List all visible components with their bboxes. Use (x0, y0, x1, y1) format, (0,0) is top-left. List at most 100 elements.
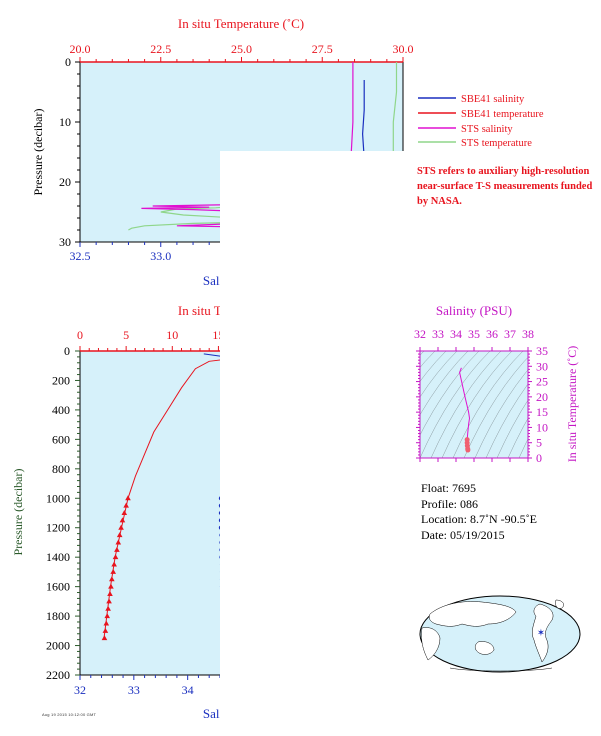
ts-diagram: Salinity (PSU) In situ Temperature (˚C) … (220, 151, 601, 736)
contour-mask-top (410, 151, 550, 351)
lower-pressure-tick-label: 600 (52, 432, 70, 446)
temperature-sample-marker (107, 591, 113, 596)
profile-number: Profile: 086 (421, 496, 478, 511)
float-info: Float: 7695 Profile: 086 Location: 8.7˚N… (421, 481, 537, 543)
upper-temp-tick-label: 25.0 (231, 42, 252, 56)
ts-top-tick-label: 33 (432, 327, 444, 341)
lower-pressure-tick-label: 2000 (46, 639, 70, 653)
lower-pressure-tick-label: 400 (52, 403, 70, 417)
ts-point-marker (465, 447, 471, 453)
sts-note: STS refers to auxiliary high-resolution … (417, 166, 593, 207)
upper-temp-tick-label: 22.5 (150, 42, 171, 56)
profile-date: Date: 05/19/2015 (421, 527, 505, 542)
legend-label-sbe41-temperature: SBE41 temperature (461, 109, 544, 120)
upper-y-axis-label: Pressure (decibar) (31, 109, 45, 196)
temperature-sample-marker (104, 613, 111, 619)
legend-label-sbe41-salinity: SBE41 salinity (461, 94, 525, 105)
ts-top-tick-label: 35 (468, 327, 480, 341)
ts-plot-area (419, 350, 529, 459)
temperature-sample-marker (103, 620, 110, 626)
density-contour (419, 350, 491, 459)
temperature-sample-marker (114, 546, 120, 552)
upper-temp-tick-label: 20.0 (70, 42, 91, 56)
ts-right-axis-label: In situ Temperature (˚C) (565, 346, 579, 463)
density-contour (452, 350, 524, 459)
ts-series-group (459, 367, 471, 453)
lower-temp-tick-label: 0 (77, 328, 83, 342)
upper-sal-tick-label: 33.0 (150, 249, 171, 263)
ts-top-axis-label: Salinity (PSU) (436, 303, 512, 318)
temperature-sample-marker (118, 524, 124, 530)
map-land-eurasia (429, 601, 517, 627)
location: Location: 8.7˚N -90.5˚E (421, 512, 537, 526)
lower-pressure-tick-label: 800 (52, 462, 70, 476)
legend-label-sts-temperature: STS temperature (461, 138, 532, 149)
map-land-greenland (555, 599, 564, 609)
timestamp-stamp: Aug 19 2015 10:12:00 GMT (42, 712, 97, 717)
density-contour (441, 350, 513, 459)
upper-pressure-tick-label: 10 (59, 115, 71, 129)
lower-pressure-tick-label: 1000 (46, 491, 70, 505)
ts-right-tick-label: 10 (536, 420, 548, 434)
ts-right-tick-label: 5 (536, 436, 542, 450)
lower-pressure-tick-label: 1800 (46, 609, 70, 623)
density-contour (430, 350, 502, 459)
contour-mask-left (220, 151, 420, 736)
temperature-sample-marker (116, 532, 123, 538)
temperature-sample-marker (121, 510, 128, 515)
upper-pressure-tick-label: 30 (59, 235, 71, 249)
temperature-sample-marker (101, 635, 108, 641)
ts-right-tick-label: 25 (536, 375, 548, 389)
upper-pressure-tick-label: 20 (59, 175, 71, 189)
ts-top-tick-label: 37 (504, 327, 516, 341)
ts-top-tick-label: 34 (450, 327, 462, 341)
ts-density-contours (220, 151, 601, 736)
ts-top-tick-label: 36 (486, 327, 498, 341)
temperature-sample-marker (109, 576, 115, 582)
ts-right-tick-label: 0 (536, 451, 542, 465)
map-land-australia (474, 641, 495, 655)
lower-pressure-tick-label: 1600 (46, 580, 70, 594)
temperature-sample-marker (125, 495, 131, 501)
float-id: Float: 7695 (421, 481, 477, 495)
lower-pressure-tick-label: 200 (52, 373, 70, 387)
upper-temp-tick-label: 27.5 (312, 42, 333, 56)
temperature-sample-marker (106, 598, 112, 604)
lower-sal-tick-label: 32 (74, 683, 86, 697)
lower-pressure-tick-label: 0 (64, 344, 70, 358)
upper-temp-tick-label: 30.0 (393, 42, 414, 56)
lower-pressure-tick-label: 2200 (46, 668, 70, 682)
temperature-sample-marker (110, 568, 117, 574)
temperature-sample-marker (119, 517, 126, 523)
map-land-antarctica (449, 667, 553, 672)
density-contour (463, 350, 535, 459)
float-location-marker: ✶ (537, 628, 545, 639)
temperature-sample-marker (112, 554, 119, 560)
world-map: ✶ (419, 595, 581, 673)
ts-top-tick-label: 38 (522, 327, 534, 341)
ts-right-tick-label: 15 (536, 405, 548, 419)
lower-pressure-tick-label: 1200 (46, 521, 70, 535)
ts-top-tick-label: 32 (414, 327, 426, 341)
temperature-sample-marker (115, 539, 122, 545)
ts-right-tick-label: 35 (536, 344, 548, 358)
upper-pressure-tick-label: 0 (65, 55, 71, 69)
map-land-americas (532, 603, 554, 663)
lower-temp-tick-label: 5 (123, 328, 129, 342)
temperature-sample-marker (108, 583, 114, 589)
lower-sal-tick-label: 34 (182, 683, 194, 697)
upper-top-axis-label: In situ Temperature (˚C) (178, 16, 304, 31)
temperature-sample-marker (105, 605, 111, 611)
lower-y-axis-label: Pressure (decibar) (11, 469, 25, 556)
temperature-sample-marker (102, 627, 109, 633)
lower-temp-tick-label: 10 (166, 328, 178, 342)
temperature-sample-marker (123, 502, 129, 508)
upper-sal-tick-label: 32.5 (70, 249, 91, 263)
lower-sal-tick-label: 33 (128, 683, 140, 697)
temperature-sample-marker (111, 561, 117, 567)
upper-legend: SBE41 salinity SBE41 temperature STS sal… (418, 94, 544, 149)
lower-pressure-tick-label: 1400 (46, 550, 70, 564)
ts-right-tick-label: 30 (536, 359, 548, 373)
ts-right-tick-label: 20 (536, 390, 548, 404)
